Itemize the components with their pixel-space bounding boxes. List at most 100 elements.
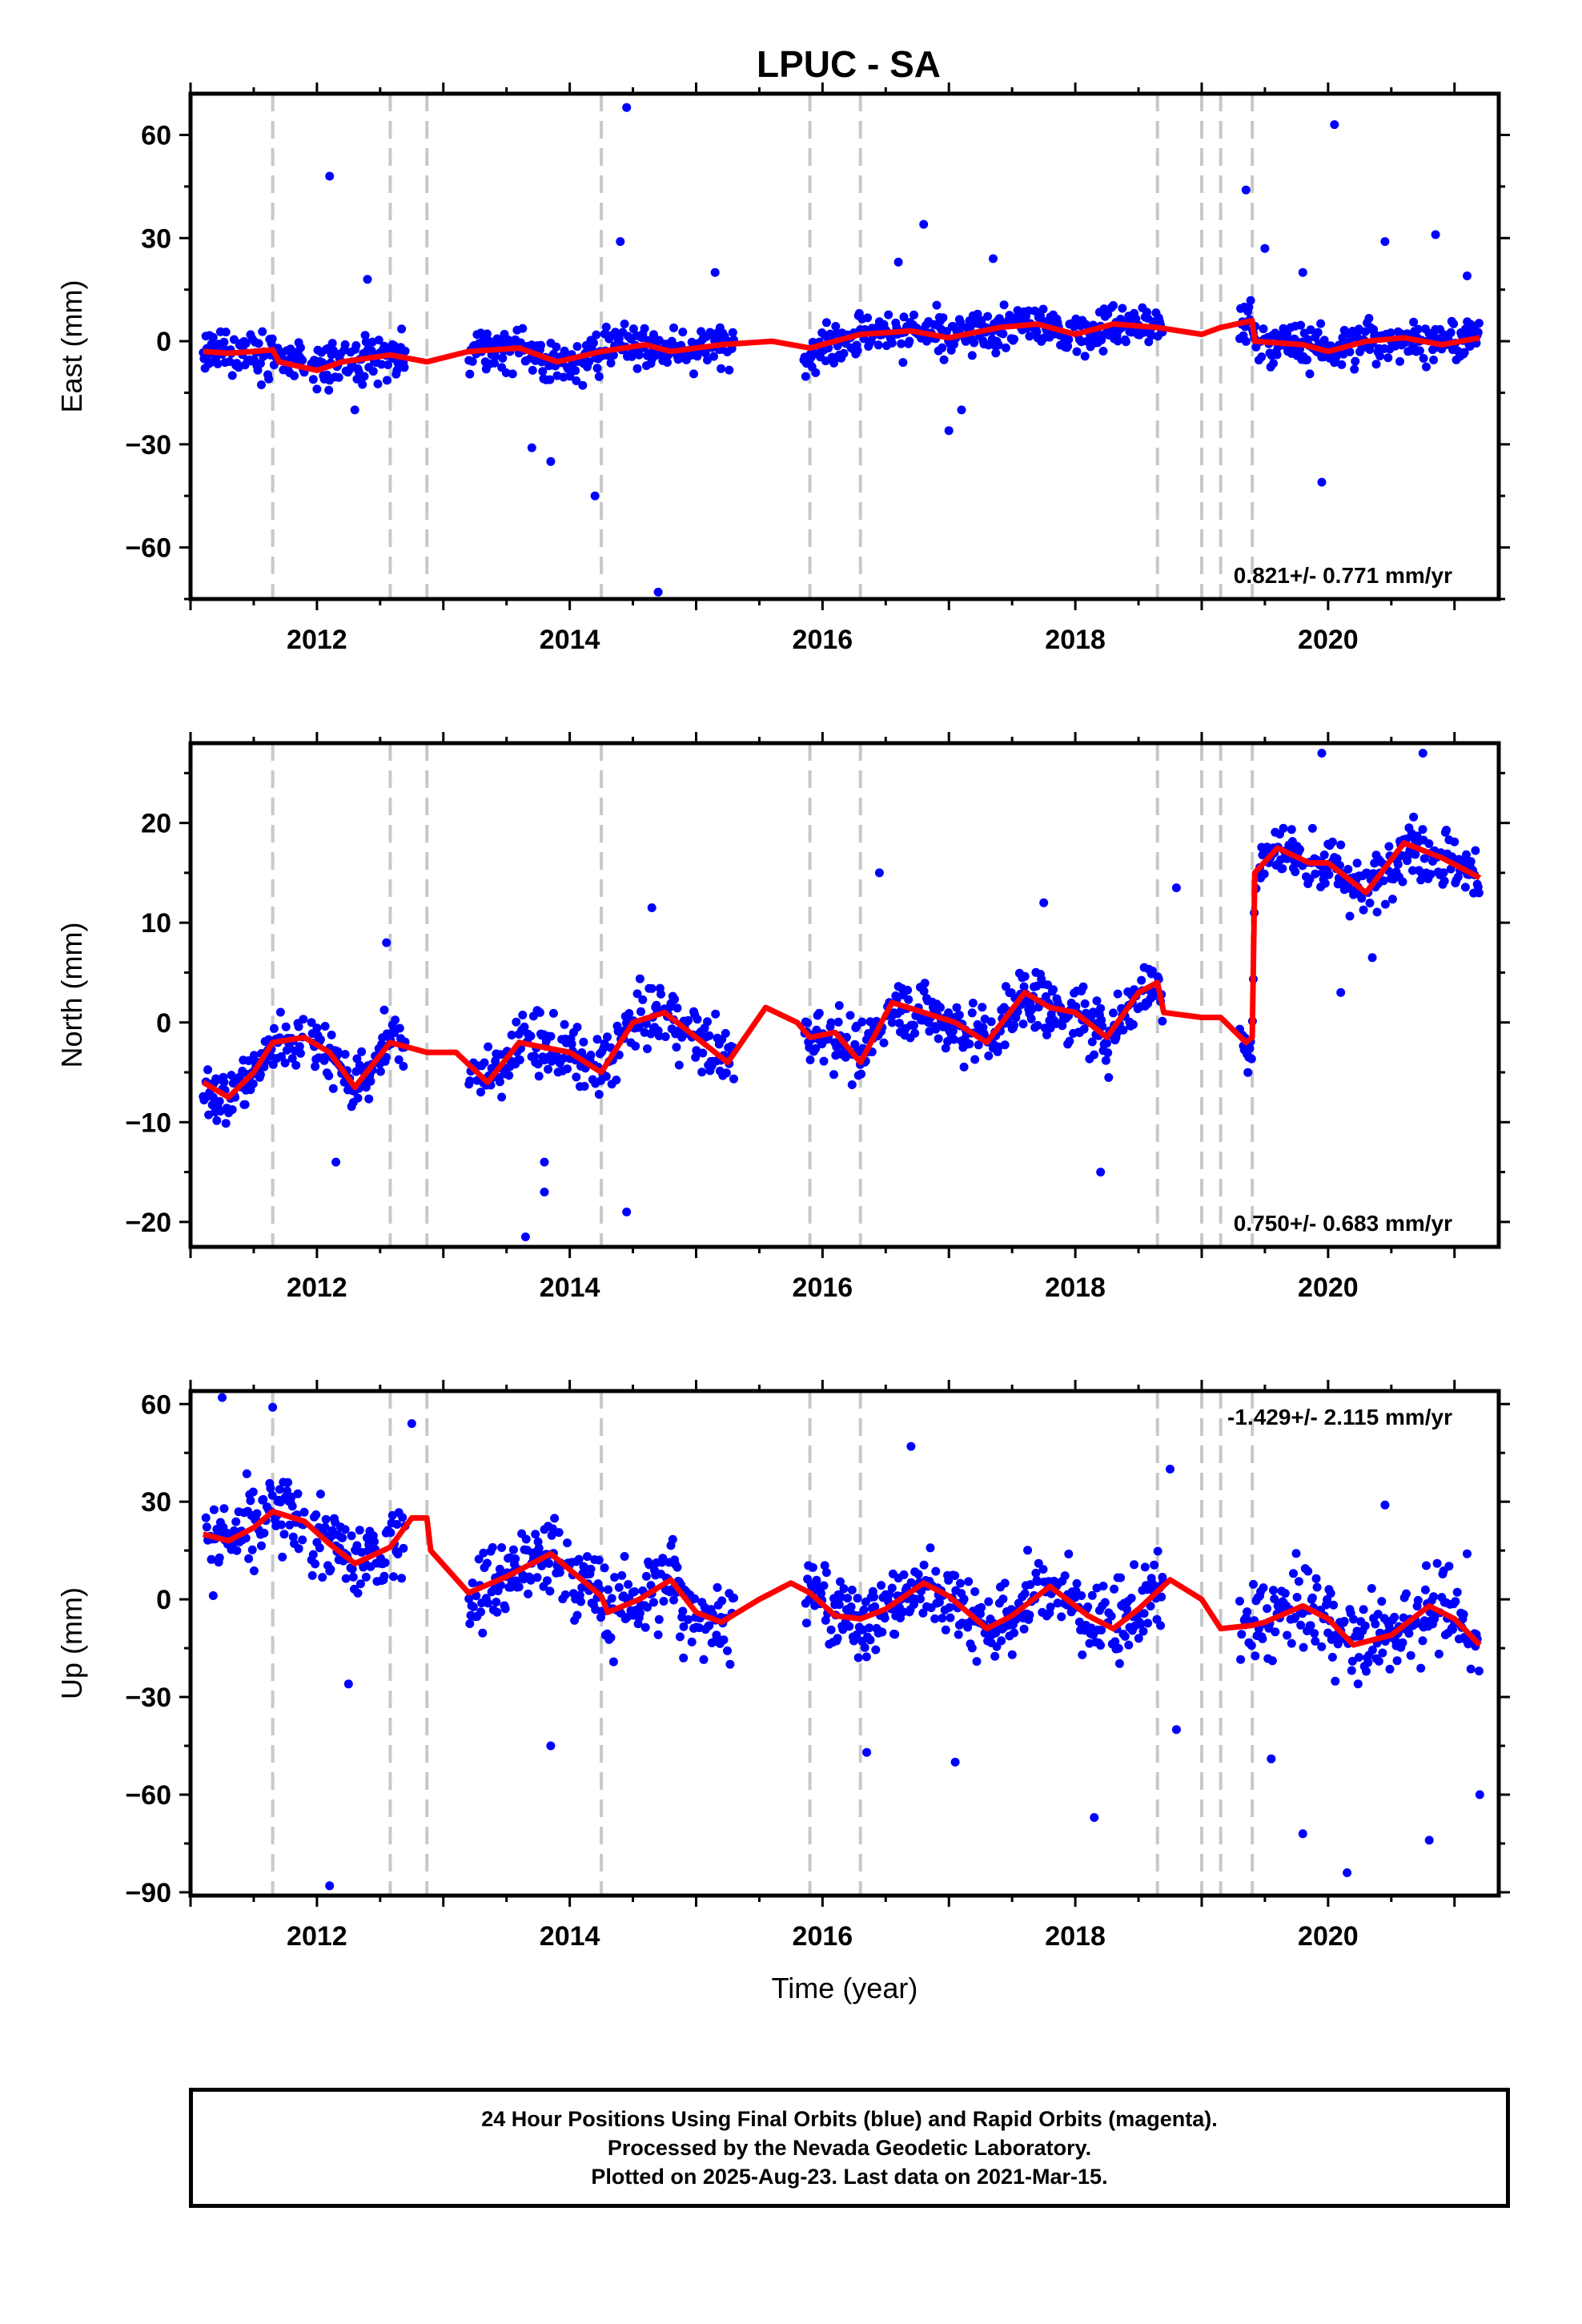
up-data-point	[1404, 1629, 1414, 1638]
up-data-point	[821, 1615, 830, 1625]
up-data-point	[1416, 1663, 1426, 1673]
north-data-point	[1365, 899, 1375, 908]
up-data-point	[606, 1633, 616, 1642]
east-data-point	[295, 343, 305, 352]
north-data-point	[967, 1008, 977, 1018]
north-x-tick-label: 2020	[1298, 1273, 1359, 1303]
north-data-point	[275, 1007, 285, 1017]
north-data-point	[1380, 899, 1390, 909]
up-outlier-point	[906, 1441, 916, 1451]
up-data-point	[620, 1552, 629, 1561]
north-outlier-point	[874, 868, 884, 878]
up-data-point	[1378, 1648, 1387, 1658]
up-data-point	[871, 1645, 881, 1655]
up-data-point	[259, 1528, 269, 1538]
north-data-point	[240, 1100, 250, 1109]
up-data-point	[945, 1602, 954, 1612]
north-data-point	[307, 1018, 316, 1027]
up-data-point	[964, 1577, 974, 1586]
north-data-point	[1096, 1003, 1106, 1013]
north-data-point	[1359, 905, 1368, 915]
east-rate-label: 0.821+/- 0.771 mm/yr	[1234, 563, 1452, 588]
north-data-point	[1000, 1040, 1010, 1050]
up-y-tick-label: 60	[141, 1389, 171, 1420]
up-data-point	[537, 1561, 547, 1570]
up-data-point	[1000, 1578, 1010, 1588]
up-panel: 60 30 0 −30 −60 −90 2012 2014 2016 2018 2020 Up (…	[55, 1380, 1510, 2004]
north-data-point	[1466, 857, 1476, 866]
up-data-point	[278, 1552, 287, 1562]
up-data-point	[919, 1560, 929, 1570]
up-data-point	[668, 1534, 677, 1544]
east-model-line	[203, 317, 1480, 373]
east-data-point	[1283, 329, 1292, 339]
north-data-point	[684, 1015, 693, 1025]
north-data-point	[1327, 837, 1337, 846]
north-data-point	[612, 1076, 621, 1085]
east-data-point	[1337, 360, 1347, 369]
east-data-point	[468, 356, 477, 366]
east-data-point	[324, 385, 334, 395]
north-data-point	[721, 1028, 730, 1038]
up-data-point	[247, 1545, 257, 1554]
east-data-point	[713, 334, 722, 344]
up-y-tick-label: 30	[141, 1487, 171, 1518]
up-data-point	[229, 1526, 239, 1535]
north-data-point	[1419, 854, 1429, 863]
up-data-point	[492, 1598, 501, 1606]
north-outlier-point	[1171, 883, 1181, 893]
east-data-point	[1036, 311, 1045, 320]
north-data-point	[805, 1055, 815, 1064]
up-data-point	[287, 1502, 297, 1511]
north-data-point	[919, 987, 929, 996]
up-data-point	[1444, 1562, 1454, 1571]
north-data-point	[829, 1070, 838, 1080]
north-data-point	[357, 1047, 367, 1056]
east-data-point	[318, 358, 327, 368]
up-data-point	[1249, 1579, 1258, 1589]
up-data-point	[678, 1606, 688, 1616]
east-data-point	[257, 380, 266, 389]
north-data-point	[572, 1072, 581, 1082]
up-data-point	[1236, 1655, 1246, 1664]
up-data-point	[508, 1545, 518, 1554]
east-outlier-point	[1260, 243, 1270, 253]
east-data-point	[1306, 325, 1315, 335]
up-data-point	[555, 1568, 564, 1577]
east-outlier-point	[546, 456, 556, 466]
north-data-point	[909, 1020, 918, 1030]
north-data-point	[592, 1035, 602, 1044]
up-data-point	[282, 1486, 291, 1495]
up-x-ticks: 2012 2014 2016 2018 2020	[189, 1380, 1456, 1952]
up-data-point	[484, 1598, 493, 1608]
north-data-point	[366, 1076, 375, 1086]
up-data-point	[1010, 1628, 1019, 1638]
up-data-point	[635, 1608, 644, 1618]
north-data-point	[1426, 870, 1435, 879]
north-data-point	[507, 1031, 516, 1039]
north-y-tick-label: 20	[141, 809, 171, 839]
east-outlier-point	[1431, 230, 1440, 239]
up-data-point	[699, 1655, 709, 1664]
east-data-point	[611, 328, 620, 337]
north-data-point	[636, 1007, 645, 1016]
up-data-point	[1349, 1614, 1359, 1624]
up-data-point	[1413, 1595, 1423, 1605]
up-data-point	[215, 1553, 224, 1562]
up-data-point	[1139, 1609, 1149, 1618]
up-data-point	[1398, 1638, 1407, 1647]
up-outlier-point	[1343, 1868, 1352, 1877]
north-data-point	[221, 1119, 231, 1128]
up-data-point	[514, 1582, 524, 1592]
up-data-point	[820, 1561, 829, 1570]
east-data-point	[701, 348, 710, 358]
east-data-point	[1383, 353, 1393, 363]
up-y-tick-label: −30	[125, 1683, 171, 1713]
up-data-point	[938, 1614, 947, 1623]
north-data-point	[656, 989, 665, 999]
up-data-point	[201, 1513, 211, 1522]
north-data-point	[391, 1015, 400, 1025]
east-outlier-point	[616, 237, 625, 247]
north-data-point	[1474, 888, 1484, 898]
up-data-point	[1280, 1589, 1290, 1598]
